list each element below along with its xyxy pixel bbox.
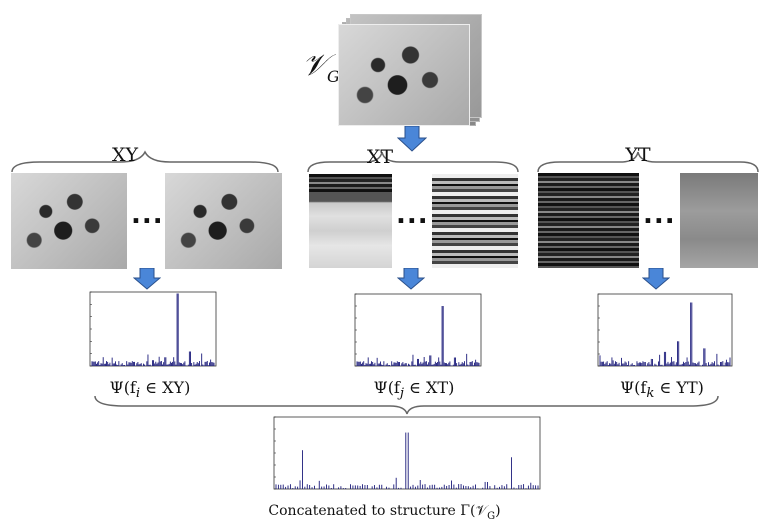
caption-end: ) [495, 503, 501, 519]
xt-ellipsis: ... [396, 200, 429, 230]
concat-caption: Concatenated to structure Γ(𝒱G) [0, 503, 769, 522]
xy-frame-last [165, 173, 282, 269]
plane-label-xt: XT [366, 146, 394, 168]
yt-ellipsis: ... [643, 200, 676, 230]
psi-xy-sub: i [135, 386, 141, 402]
plot-frame [273, 416, 541, 490]
yt-frame-first [538, 173, 639, 268]
xy-ellipsis: ... [131, 200, 164, 230]
psi-yt-sub: k [646, 386, 655, 402]
video-label-sub: G [327, 67, 340, 86]
psi-xt-main: Ψ(f [373, 378, 400, 397]
down-arrow-main [397, 126, 427, 152]
xt-frame-first [309, 174, 392, 268]
psi-xy-rest: ∈ XY) [140, 378, 191, 397]
spectrum-plot-concat [262, 413, 544, 499]
xy-frame-first [11, 173, 127, 269]
psi-label-xy: Ψ(fi ∈ XY) [85, 378, 215, 401]
video-label: 𝒱G [302, 48, 340, 86]
video-frame-stack [338, 6, 482, 126]
video-frame-front [338, 24, 470, 126]
plot-frame [89, 291, 217, 367]
psi-yt-main: Ψ(f [620, 378, 647, 397]
plot-frame [597, 293, 733, 367]
xt-frame-last [432, 174, 518, 268]
down-arrow-xy [133, 268, 161, 290]
spectrum-plot-yt [586, 290, 736, 376]
concat-brace [94, 395, 719, 415]
psi-label-xt: Ψ(fj ∈ XT) [349, 378, 479, 401]
plane-label-yt: YT [625, 144, 651, 166]
psi-xt-sub: j [399, 386, 404, 402]
video-label-main: 𝒱 [302, 48, 327, 83]
caption-sub: G [487, 510, 496, 522]
yt-frame-last [680, 173, 758, 268]
plane-label-xy: XY [111, 144, 139, 166]
plot-frame [354, 293, 482, 367]
psi-xt-rest: ∈ XT) [404, 378, 455, 397]
down-arrow-xt [397, 268, 425, 290]
psi-xy-main: Ψ(f [109, 378, 136, 397]
brace-xt [307, 151, 519, 173]
psi-yt-rest: ∈ YT) [654, 378, 704, 397]
brace-yt [537, 151, 759, 173]
caption-text: Concatenated to structure Γ(𝒱 [268, 503, 488, 519]
spectrum-plot-xy [78, 288, 220, 376]
down-arrow-yt [642, 268, 670, 290]
brace-xy [11, 150, 279, 173]
plane-braces [11, 150, 759, 173]
psi-label-yt: Ψ(fk ∈ YT) [597, 378, 727, 401]
spectrum-plot-xt [343, 290, 485, 376]
